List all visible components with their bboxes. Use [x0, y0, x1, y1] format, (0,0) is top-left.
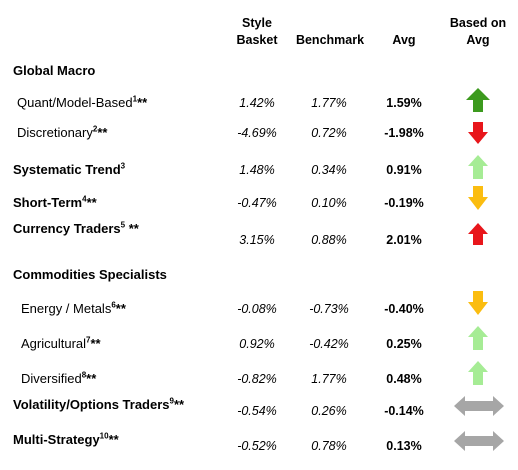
header-based-line2: Avg [466, 33, 490, 47]
header-based-line1: Based on [449, 16, 507, 30]
avg-value: 0.91% [386, 163, 422, 177]
style-basket-value: -0.54% [237, 404, 277, 418]
avg-value: 2.01% [386, 233, 422, 247]
table-row: Discretionary2** -4.69% 0.72% -1.98% [0, 117, 518, 147]
row-label: Discretionary2** [17, 124, 108, 140]
header-style-line2: Basket [236, 33, 278, 47]
arrow-up-icon [466, 88, 490, 112]
benchmark-value: 1.77% [311, 372, 347, 386]
style-basket-value: -0.47% [237, 196, 277, 210]
left-right-arrow-icon [454, 396, 504, 416]
style-basket-value: 3.15% [239, 233, 275, 247]
table-row: Quant/Model-Based1** 1.42% 1.77% 1.59% [0, 87, 518, 117]
avg-value: 0.13% [386, 439, 422, 453]
benchmark-value: 0.10% [311, 196, 347, 210]
header-benchmark: Benchmark [295, 33, 365, 47]
arrow-down-icon [468, 122, 488, 144]
arrow-down-icon [468, 186, 488, 210]
style-basket-value: 0.92% [239, 337, 275, 351]
table-row: Short-Term4** -0.47% 0.10% -0.19% [0, 186, 518, 217]
arrow-up-icon [468, 223, 488, 245]
avg-value: -0.14% [384, 404, 424, 418]
style-basket-value: -0.82% [237, 372, 277, 386]
row-label: Energy / Metals6** [21, 300, 126, 316]
table-row: Systematic Trend3 1.48% 0.34% 0.91% [0, 154, 518, 184]
table-row: Diversified8** -0.82% 1.77% 0.48% [0, 361, 518, 392]
row-label: Volatility/Options Traders9** [13, 396, 185, 412]
style-basket-value: 1.42% [239, 96, 275, 110]
style-basket-value: -0.08% [237, 302, 277, 316]
header-based-on-avg: Based on Avg [440, 15, 516, 49]
table-row: Agricultural7** 0.92% -0.42% 0.25% [0, 326, 518, 357]
benchmark-value: 0.26% [311, 404, 347, 418]
header-style-line1: Style [242, 16, 272, 30]
avg-value: -0.19% [384, 196, 424, 210]
style-basket-value: -0.52% [237, 439, 277, 453]
arrow-up-icon [468, 326, 488, 350]
arrow-up-icon [468, 361, 488, 385]
avg-value: 0.48% [386, 372, 422, 386]
benchmark-value: -0.42% [309, 337, 349, 351]
row-label: Systematic Trend3 [13, 161, 126, 177]
table-row: Multi-Strategy10** -0.52% 0.78% 0.13% [0, 426, 518, 456]
arrow-up-icon [468, 155, 488, 179]
header-avg: Avg [392, 33, 416, 47]
style-basket-value: -4.69% [237, 126, 277, 140]
avg-value: -0.40% [384, 302, 424, 316]
benchmark-value: -0.73% [309, 302, 349, 316]
benchmark-value: 0.72% [311, 126, 347, 140]
style-basket-value: 1.48% [239, 163, 275, 177]
row-label: Agricultural7** [21, 335, 101, 351]
benchmark-value: 0.78% [311, 439, 347, 453]
row-label: Diversified8** [21, 370, 97, 386]
row-label: Multi-Strategy10** [13, 431, 119, 447]
row-label: Short-Term4** [13, 194, 97, 210]
row-label: Quant/Model-Based1** [17, 94, 148, 110]
avg-value: -1.98% [384, 126, 424, 140]
table-row: Currency Traders5 ** 3.15% 0.88% 2.01% [0, 220, 518, 250]
table-row: Volatility/Options Traders9** -0.54% 0.2… [0, 391, 518, 421]
avg-value: 0.25% [386, 337, 422, 351]
benchmark-value: 1.77% [311, 96, 347, 110]
table-row: Energy / Metals6** -0.08% -0.73% -0.40% [0, 291, 518, 322]
row-label: Currency Traders5 ** [13, 220, 139, 236]
arrow-down-icon [468, 291, 488, 315]
left-right-arrow-icon [454, 431, 504, 451]
header-style-basket: Style Basket [222, 15, 292, 49]
avg-value: 1.59% [386, 96, 422, 110]
section-global-macro: Global Macro [13, 63, 96, 78]
section-commodities: Commodities Specialists [13, 267, 167, 282]
benchmark-value: 0.34% [311, 163, 347, 177]
benchmark-value: 0.88% [311, 233, 347, 247]
